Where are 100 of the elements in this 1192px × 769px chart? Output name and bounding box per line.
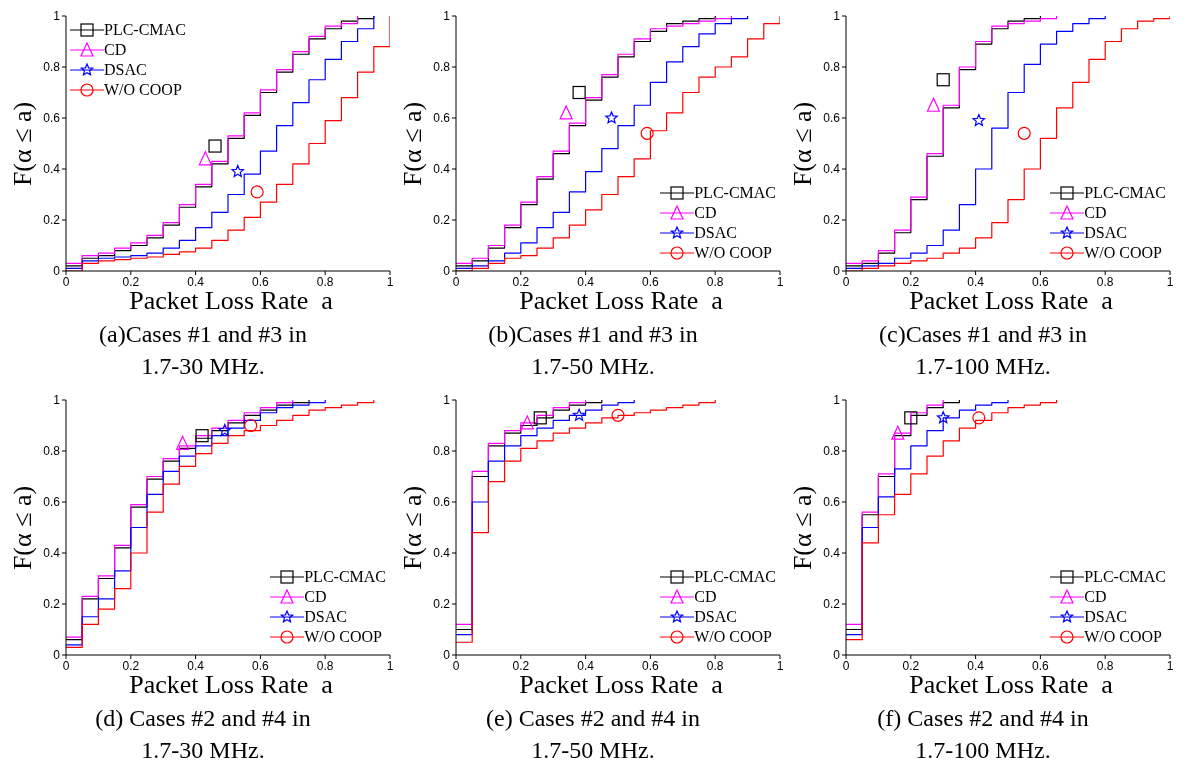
y-tick-label: 0.6 <box>823 111 841 126</box>
legend-label: CD <box>694 587 717 607</box>
y-tick-label: 0 <box>443 264 451 279</box>
y-tick-label: 0.4 <box>823 546 841 561</box>
y-tick-label: 1 <box>53 393 61 408</box>
x-tick-label: 0.4 <box>967 658 985 673</box>
y-axis-title: F(α ≤ a) <box>788 101 818 186</box>
text: (d) Cases #2 and #4 in 1.7-30 MHz. <box>94 704 312 765</box>
legend-label: CD <box>694 203 717 223</box>
legend-label: CD <box>1084 587 1107 607</box>
x-tick-label: 0.2 <box>512 274 530 289</box>
x-tick-label: 0.6 <box>252 658 270 673</box>
y-tick-label: 0.8 <box>43 444 61 459</box>
y-tick-label: 0.2 <box>433 213 451 228</box>
x-tick-label: 0.8 <box>706 274 724 289</box>
y-tick-label: 0 <box>53 648 61 663</box>
y-tick-label: 0.2 <box>823 597 841 612</box>
legend-label: W/O COOP <box>1084 243 1162 263</box>
y-axis-title: F(α ≤ a) <box>398 101 428 186</box>
x-tick-label: 0.6 <box>1032 658 1050 673</box>
x-tick-label: 0.8 <box>316 658 334 673</box>
y-tick-label: 1 <box>53 9 61 24</box>
x-axis-title: Packet Loss Rate a <box>909 286 1113 315</box>
x-tick-label: 0.2 <box>122 274 140 289</box>
text: (a)Cases #1 and #3 in 1.7-30 MHz. <box>98 320 308 381</box>
x-axis-title: Packet Loss Rate a <box>519 286 723 315</box>
x-tick-label: 0.4 <box>967 274 985 289</box>
y-tick-label: 0 <box>833 264 841 279</box>
y-tick-label: 0 <box>833 648 841 663</box>
legend-label: DSAC <box>1084 223 1127 243</box>
x-tick-label: 0.6 <box>642 658 660 673</box>
y-axis-title: F(α ≤ a) <box>8 485 38 570</box>
legend-label: PLC-CMAC <box>104 20 186 40</box>
y-tick-label: 0.4 <box>433 162 451 177</box>
y-tick-label: 0.8 <box>433 444 451 459</box>
y-tick-label: 0.6 <box>823 495 841 510</box>
x-tick-label: 0.4 <box>187 274 205 289</box>
x-tick-label: 0.2 <box>122 658 140 673</box>
legend-label: DSAC <box>1084 607 1127 627</box>
y-tick-label: 0 <box>53 264 61 279</box>
y-tick-label: 0.6 <box>433 495 451 510</box>
legend-label: W/O COOP <box>694 243 772 263</box>
x-tick-label: 0.4 <box>577 658 595 673</box>
x-tick-label: 1 <box>776 658 784 673</box>
x-axis-title: Packet Loss Rate a <box>519 670 723 699</box>
x-tick-label: 0.8 <box>316 274 334 289</box>
y-tick-label: 0.2 <box>433 597 451 612</box>
x-tick-label: 0.4 <box>577 274 595 289</box>
y-tick-label: 0.6 <box>433 111 451 126</box>
x-tick-label: 1 <box>776 274 784 289</box>
y-tick-label: 0.2 <box>43 213 61 228</box>
text: (e) Cases #2 and #4 in 1.7-50 MHz. <box>485 704 701 765</box>
legend-label: W/O COOP <box>104 80 182 100</box>
x-tick-label: 1 <box>386 658 394 673</box>
legend-label: PLC-CMAC <box>1084 567 1166 587</box>
x-tick-label: 0.2 <box>902 658 920 673</box>
y-axis-title: F(α ≤ a) <box>8 101 38 186</box>
legend-label: DSAC <box>304 607 347 627</box>
x-tick-label: 0.8 <box>1096 274 1114 289</box>
x-tick-label: 0.6 <box>642 274 660 289</box>
legend-label: DSAC <box>694 223 737 243</box>
y-tick-label: 1 <box>443 393 451 408</box>
x-axis-title: Packet Loss Rate a <box>129 670 333 699</box>
y-tick-label: 0.8 <box>823 444 841 459</box>
legend-label: PLC-CMAC <box>694 183 776 203</box>
y-tick-label: 0.8 <box>433 60 451 75</box>
y-tick-label: 0.6 <box>43 111 61 126</box>
legend-label: DSAC <box>694 607 737 627</box>
x-tick-label: 0.4 <box>187 658 205 673</box>
text: (f) Cases #2 and #4 in 1.7-100 MHz. <box>876 704 1090 765</box>
y-tick-label: 1 <box>443 9 451 24</box>
y-axis-title: F(α ≤ a) <box>788 485 818 570</box>
legend-label: PLC-CMAC <box>1084 183 1166 203</box>
legend-label: PLC-CMAC <box>694 567 776 587</box>
y-tick-label: 0.6 <box>43 495 61 510</box>
text: (b)Cases #1 and #3 in 1.7-50 MHz. <box>487 320 699 381</box>
x-tick-label: 0.8 <box>1096 658 1114 673</box>
x-axis-title: Packet Loss Rate a <box>129 286 333 315</box>
x-tick-label: 0.2 <box>512 658 530 673</box>
x-tick-label: 0.6 <box>1032 274 1050 289</box>
x-tick-label: 1 <box>1166 274 1174 289</box>
y-tick-label: 0.4 <box>433 546 451 561</box>
y-tick-label: 0.8 <box>823 60 841 75</box>
legend-label: W/O COOP <box>304 627 382 647</box>
legend-label: W/O COOP <box>1084 627 1162 647</box>
text: (c)Cases #1 and #3 in 1.7-100 MHz. <box>878 320 1088 381</box>
legend-label: CD <box>104 40 127 60</box>
x-tick-label: 1 <box>386 274 394 289</box>
x-tick-label: 1 <box>1166 658 1174 673</box>
y-tick-label: 0 <box>443 648 451 663</box>
x-tick-label: 0.8 <box>706 658 724 673</box>
y-tick-label: 0.8 <box>43 60 61 75</box>
legend-label: PLC-CMAC <box>304 567 386 587</box>
y-tick-label: 1 <box>833 9 841 24</box>
y-tick-label: 0.4 <box>823 162 841 177</box>
legend-label: W/O COOP <box>694 627 772 647</box>
y-tick-label: 0.4 <box>43 162 61 177</box>
x-axis-title: Packet Loss Rate a <box>909 670 1113 699</box>
y-tick-label: 1 <box>833 393 841 408</box>
y-tick-label: 0.2 <box>43 597 61 612</box>
